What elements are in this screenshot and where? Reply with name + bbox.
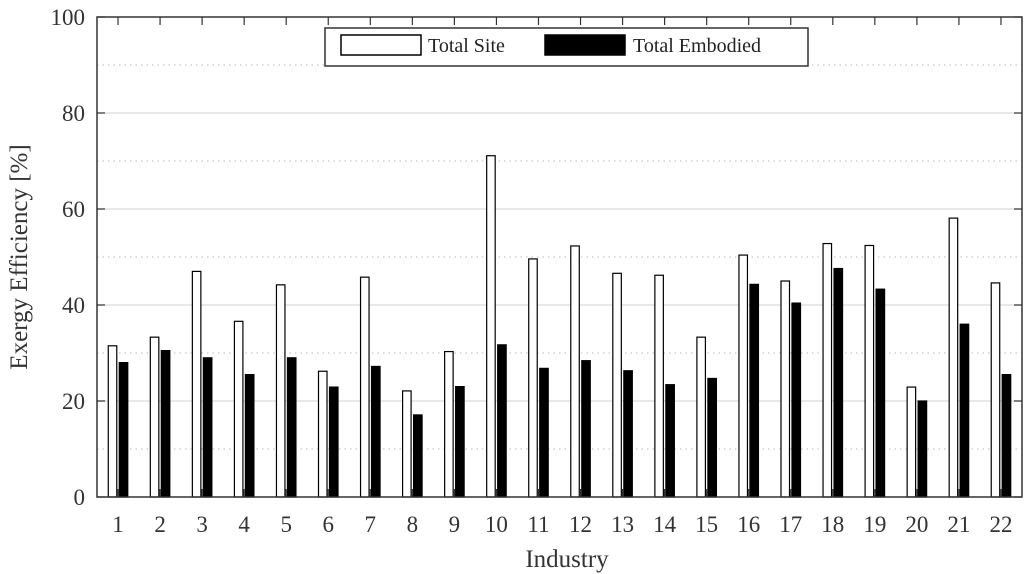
bar-total-site-19 [864, 244, 875, 498]
legend-label-total-site: Total Site [428, 35, 505, 57]
bar-total-site-14 [654, 274, 664, 498]
bar-total-embodied-15 [707, 377, 718, 498]
bar-total-site-5 [275, 284, 286, 498]
y-tick-label: 0 [74, 485, 86, 510]
bar-total-embodied-4 [244, 374, 255, 498]
legend-swatch-total-site [340, 34, 422, 56]
x-tick-label: 20 [905, 512, 928, 537]
bar-total-embodied-9 [455, 386, 465, 498]
bar-total-site-8 [401, 390, 412, 498]
y-tick-label: 40 [62, 293, 85, 318]
x-tick-label: 9 [449, 512, 461, 537]
x-tick-label: 16 [737, 512, 760, 537]
y-axis-ticks: 0 20 40 60 80 100 [51, 5, 1022, 510]
bar-total-site-16 [738, 254, 749, 498]
bar-total-embodied-2 [160, 350, 171, 498]
bar-total-embodied-20 [917, 400, 928, 498]
legend: Total Site Total Embodied [324, 27, 809, 67]
bar-total-embodied-18 [833, 267, 844, 498]
bar-total-embodied-16 [749, 283, 760, 498]
x-tick-label: 3 [196, 512, 208, 537]
bar-total-site-20 [906, 386, 917, 498]
x-tick-label: 6 [323, 512, 335, 537]
x-tick-label: 18 [821, 512, 844, 537]
x-tick-label: 21 [947, 512, 970, 537]
y-tick-label: 60 [62, 197, 85, 222]
bar-total-site-7 [359, 276, 370, 498]
bar-total-site-22 [990, 282, 1001, 498]
bar-total-embodied-17 [791, 302, 802, 498]
bar-total-embodied-19 [875, 288, 886, 498]
bar-total-site-17 [780, 280, 791, 498]
x-tick-label: 22 [989, 512, 1012, 537]
x-tick-label: 5 [280, 512, 292, 537]
bar-total-site-13 [612, 272, 622, 498]
bar-total-embodied-1 [118, 362, 129, 498]
bar-total-embodied-22 [1001, 374, 1012, 498]
plot-frame [96, 16, 1023, 498]
bar-total-embodied-3 [202, 357, 213, 498]
bar-total-embodied-8 [412, 414, 423, 498]
legend-label-total-embodied: Total Embodied [633, 35, 761, 57]
bar-total-embodied-11 [539, 367, 549, 498]
bar-total-embodied-14 [665, 384, 675, 498]
bar-total-embodied-21 [959, 323, 970, 498]
bar-total-site-10 [486, 155, 496, 498]
x-tick-label: 1 [112, 512, 124, 537]
bar-total-site-15 [696, 336, 707, 498]
bar-total-embodied-10 [497, 344, 507, 498]
bar-total-embodied-5 [286, 357, 297, 498]
bar-total-site-4 [233, 320, 244, 498]
x-tick-label: 12 [569, 512, 592, 537]
bar-total-site-3 [191, 270, 202, 498]
bars [107, 155, 1012, 498]
x-tick-label: 13 [611, 512, 634, 537]
x-tick-label: 2 [154, 512, 166, 537]
bar-total-embodied-12 [581, 360, 591, 498]
bar-total-site-1 [107, 345, 118, 498]
bar-total-embodied-13 [623, 370, 633, 498]
y-tick-label: 20 [62, 389, 85, 414]
bar-total-site-6 [317, 370, 328, 498]
x-axis-title: Industry [525, 546, 609, 573]
y-tick-label: 80 [62, 101, 85, 126]
x-axis-ticks: 1 2 3 4 5 6 7 8 9 10 11 12 13 14 15 16 17 18 19 20 21 22 [112, 17, 1012, 537]
x-tick-label: 15 [695, 512, 718, 537]
x-tick-label: 7 [365, 512, 377, 537]
x-tick-label: 8 [407, 512, 419, 537]
y-axis-title: Exergy Efficiency [%] [6, 144, 33, 369]
x-tick-label: 10 [485, 512, 508, 537]
bar-total-site-11 [528, 258, 538, 498]
bar-total-site-9 [444, 350, 454, 498]
bar-total-site-21 [948, 217, 959, 498]
x-tick-label: 4 [238, 512, 250, 537]
y-tick-label: 100 [51, 5, 86, 30]
bar-total-site-2 [149, 336, 160, 498]
bar-total-site-18 [822, 242, 833, 498]
x-tick-label: 17 [779, 512, 802, 537]
x-tick-label: 19 [863, 512, 886, 537]
bar-total-embodied-6 [328, 386, 339, 498]
x-tick-label: 11 [527, 512, 549, 537]
legend-swatch-total-embodied [544, 34, 626, 56]
x-tick-label: 14 [653, 512, 677, 537]
bar-total-embodied-7 [370, 365, 381, 498]
bar-total-site-12 [570, 245, 580, 498]
